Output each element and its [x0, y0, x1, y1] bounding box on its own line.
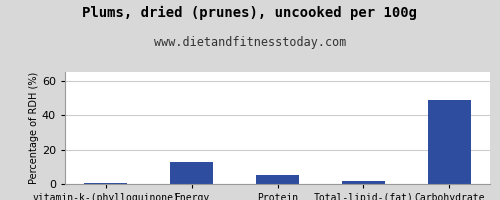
Bar [428, 100, 470, 184]
Bar [256, 175, 299, 184]
Bar [84, 183, 127, 184]
Text: www.dietandfitnesstoday.com: www.dietandfitnesstoday.com [154, 36, 346, 49]
Bar [170, 162, 213, 184]
Bar [342, 181, 385, 184]
Y-axis label: Percentage of RDH (%): Percentage of RDH (%) [29, 72, 39, 184]
Text: Plums, dried (prunes), uncooked per 100g: Plums, dried (prunes), uncooked per 100g [82, 6, 417, 20]
